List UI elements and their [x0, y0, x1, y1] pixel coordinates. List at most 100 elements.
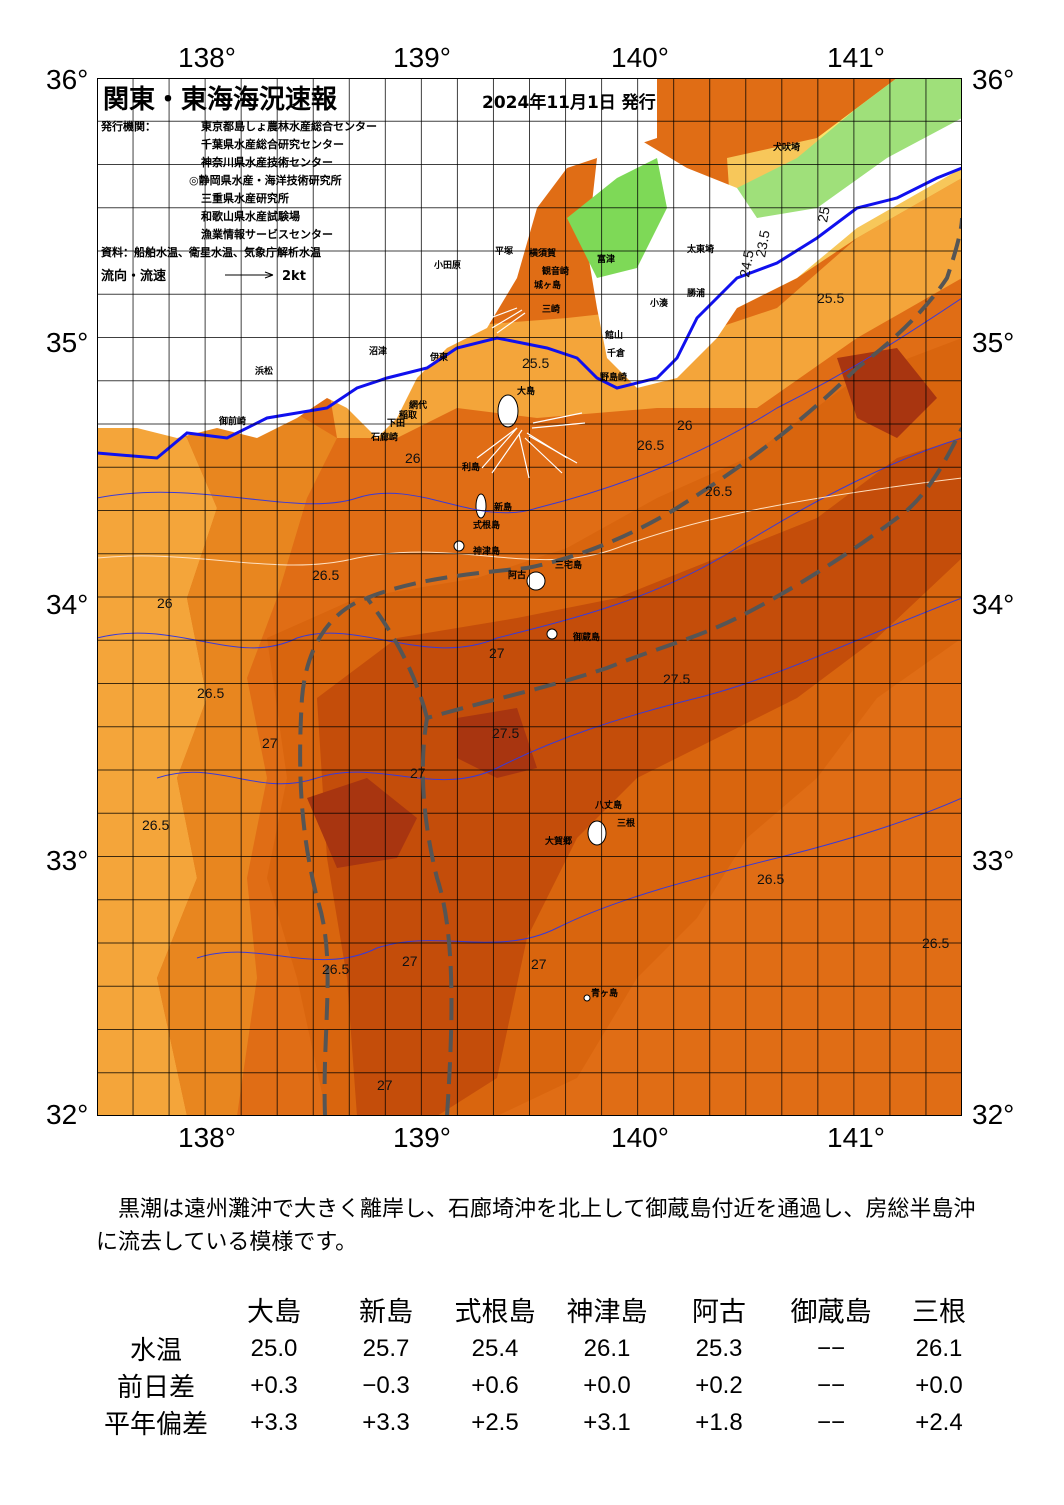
- kuroshio-axis-inner: [420, 427, 962, 1116]
- lat-label-left-36: 36°: [46, 64, 89, 95]
- place-hiratsuka: 平塚: [495, 245, 513, 257]
- island-hachijojima: [587, 820, 607, 846]
- isotherm-label-26-5e: 26.5: [757, 871, 784, 887]
- isotherm-thin-1: [97, 297, 962, 514]
- place-inubozaki: 犬吠埼: [772, 141, 800, 153]
- isotherm-label-26: 26: [405, 450, 421, 466]
- isotherm-label-26b: 26: [157, 595, 173, 611]
- island-shikinejima: [453, 540, 465, 552]
- island-mikurajima: [546, 628, 558, 640]
- place-hachijojima: 八丈島: [594, 799, 622, 811]
- table-cell: +3.3: [250, 1408, 298, 1436]
- lat-label-right-33: 33°: [972, 845, 1015, 876]
- place-names: 犬吠埼 太東埼 勝浦 小湊 富津 館山 千倉 野島崎 平塚 横須賀 観音崎 城ヶ…: [218, 141, 800, 999]
- row-label: 平年偏差: [103, 1410, 208, 1440]
- isotherm-thin-4: [196, 797, 962, 961]
- table-cell: 26.1: [915, 1334, 963, 1362]
- coastal-isotherm-line: [97, 166, 962, 460]
- issuer-list: 東京都島しょ農林水産総合センター 千葉県水産総合研究センター 神奈川県水産技術セ…: [189, 119, 377, 241]
- isotherm-label-26-5c: 26.5: [197, 685, 224, 701]
- table-corner: [97, 1288, 215, 1330]
- land-honshu: [97, 78, 657, 438]
- issuer-1: 東京都島しょ農林水産総合センター: [201, 119, 377, 133]
- issuer-2: 千葉県水産総合研究センター: [201, 137, 344, 151]
- table-row: 水温 25.0 25.7 25.4 26.1 25.3 −− 26.1: [97, 1330, 991, 1367]
- lon-label-top-140: 140°: [611, 42, 669, 73]
- sea-27-5-zone-northeast: [837, 348, 937, 438]
- lat-label-left-33: 33°: [46, 845, 89, 876]
- table-header-row: 大島 新島 式根島 神津島 阿古 御蔵島 三根: [97, 1288, 991, 1330]
- table-cell: +3.3: [362, 1408, 410, 1436]
- isotherm-thin-3: [156, 597, 962, 785]
- col-header: 三根: [912, 1296, 966, 1328]
- lon-label-bottom-139: 139°: [393, 1122, 451, 1153]
- issuer-3: 神奈川県水産技術センター: [201, 155, 333, 169]
- place-shimoda: 下田: [387, 418, 405, 429]
- sources-note: 資料：船舶水温、衛星水温、気象庁解析水温: [101, 245, 321, 259]
- lon-label-top-138: 138°: [178, 42, 236, 73]
- place-shikinejima: 式根島: [473, 519, 500, 531]
- place-okago: 大賀郷: [545, 835, 572, 847]
- sea-temperature-map: 関東・東海海況速報 2024年11月1日 発行 発行機関： 東京都島しょ農林水産…: [97, 78, 962, 1116]
- col-header: 大島: [247, 1296, 301, 1328]
- col-header: 新島: [359, 1296, 413, 1328]
- place-irozaki: 石廊崎: [370, 431, 398, 443]
- place-chikura: 千倉: [607, 347, 626, 359]
- place-kominato: 小湊: [649, 297, 669, 309]
- island-niijima: [475, 493, 487, 519]
- place-aogashima: 青ヶ島: [591, 987, 618, 999]
- col-header: 御蔵島: [790, 1296, 872, 1328]
- place-ako: 阿古: [508, 569, 526, 581]
- map-title: 関東・東海海況速報: [103, 85, 338, 115]
- table-cell: −0.3: [362, 1371, 410, 1399]
- island-miyakejima: [526, 571, 546, 591]
- place-omaezaki: 御前崎: [218, 415, 246, 427]
- place-hamamatsu: 浜松: [255, 365, 273, 377]
- place-kozushima: 神津島: [473, 545, 500, 557]
- lat-label-left-35: 35°: [46, 327, 89, 358]
- lon-label-top-139: 139°: [393, 42, 451, 73]
- isotherm-labels: 23.5 24.5 25 25.5 25.5 26 26 26 26.5 26.…: [142, 205, 949, 1093]
- place-jogashima: 城ヶ島: [534, 279, 561, 291]
- lat-label-right-34: 34°: [972, 589, 1015, 620]
- sea-27-zone-core: [317, 438, 962, 1116]
- lat-label-right-36: 36°: [972, 64, 1015, 95]
- table-cell: +0.6: [471, 1371, 519, 1399]
- place-futtsu: 富津: [597, 253, 615, 265]
- table-cell: +3.1: [583, 1408, 631, 1436]
- place-misaki: 三崎: [542, 303, 560, 315]
- table-cell: +1.8: [695, 1408, 743, 1436]
- row-label: 水温: [129, 1336, 182, 1366]
- isotherm-label-27f: 27: [410, 765, 426, 781]
- flow-legend-scale: 2kt: [282, 269, 306, 284]
- isotherm-label-26-5f: 26.5: [922, 935, 949, 951]
- island-aogashima: [583, 994, 591, 1002]
- isotherm-thin-white: [97, 477, 962, 566]
- lon-label-bottom-138: 138°: [178, 1122, 236, 1153]
- place-odawara: 小田原: [433, 259, 461, 271]
- isotherm-label-26-5d: 26.5: [142, 817, 169, 833]
- table-cell: −−: [816, 1334, 846, 1362]
- place-mikurajima: 御蔵島: [572, 631, 600, 643]
- island-oshima: [497, 394, 519, 428]
- col-header: 阿古: [692, 1296, 746, 1328]
- place-inatori: 稲取: [399, 409, 418, 421]
- station-temperature-table: 大島 新島 式根島 神津島 阿古 御蔵島 三根 水温 25.0 25.7 25.…: [97, 1288, 991, 1441]
- flow-legend-label: 流向・流速: [101, 268, 166, 284]
- issuer-7: 漁業情報サービスセンター: [201, 227, 333, 241]
- table-cell: +2.4: [915, 1408, 963, 1436]
- isotherm-label-23-5: 23.5: [752, 229, 773, 259]
- land-green-chiba-coast: [737, 78, 962, 218]
- isotherm-label-27c: 27: [377, 1077, 393, 1093]
- table-cell: 26.1: [583, 1334, 631, 1362]
- place-miyakejima: 三宅島: [555, 559, 582, 571]
- place-numazu: 沼津: [369, 345, 387, 357]
- table-cell: +0.3: [250, 1371, 298, 1399]
- isotherm-label-27d: 27: [531, 956, 547, 972]
- isotherm-label-27e: 27: [262, 735, 278, 751]
- isotherm-label-26-5: 26.5: [637, 437, 664, 453]
- place-niijima: 新島: [494, 501, 512, 513]
- isotherm-label-27b: 27: [402, 953, 418, 969]
- lon-label-bottom-140: 140°: [611, 1122, 669, 1153]
- isotherm-label-26c: 26: [677, 417, 693, 433]
